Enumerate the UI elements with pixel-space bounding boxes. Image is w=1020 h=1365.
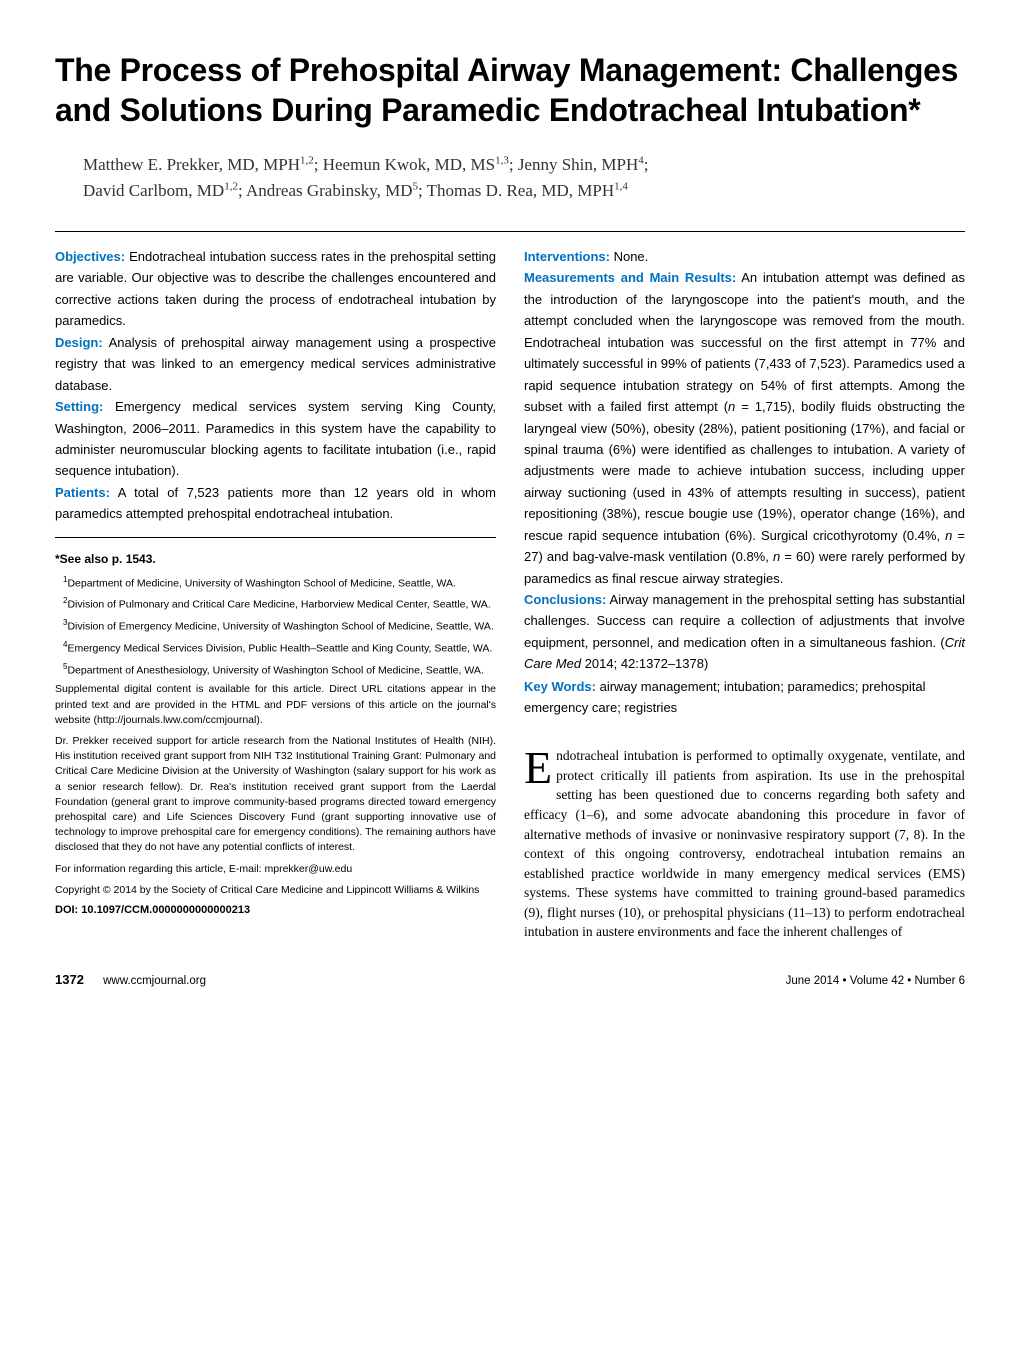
divider-top	[55, 231, 965, 232]
design-heading: Design:	[55, 335, 103, 350]
authors-line-2: David Carlbom, MD1,2; Andreas Grabinsky,…	[83, 181, 628, 200]
right-column: Interventions: None. Measurements and Ma…	[524, 246, 965, 942]
abstract-right: Interventions: None. Measurements and Ma…	[524, 246, 965, 675]
conclusions-heading: Conclusions:	[524, 592, 606, 607]
copyright-note: Copyright © 2014 by the Society of Criti…	[55, 883, 496, 898]
patients-text: A total of 7,523 patients more than 12 y…	[55, 485, 496, 521]
doi: DOI: 10.1097/CCM.0000000000000213	[55, 904, 496, 916]
setting-heading: Setting:	[55, 399, 103, 414]
abstract-left: Objectives: Endotracheal intubation succ…	[55, 246, 496, 525]
objectives-heading: Objectives:	[55, 249, 125, 264]
body-paragraph: Endotracheal intubation is performed to …	[524, 746, 965, 942]
author-block: Matthew E. Prekker, MD, MPH1,2; Heemun K…	[83, 152, 965, 203]
measurements-heading: Measurements and Main Results:	[524, 270, 736, 285]
affiliations: 1Department of Medicine, University of W…	[55, 574, 496, 679]
article-title: The Process of Prehospital Airway Manage…	[55, 50, 965, 130]
dropcap: E	[524, 746, 556, 787]
journal-url: www.ccmjournal.org	[103, 975, 206, 987]
authors-line-1: Matthew E. Prekker, MD, MPH1,2; Heemun K…	[83, 155, 649, 174]
left-column: Objectives: Endotracheal intubation succ…	[55, 246, 496, 942]
body-text-content: ndotracheal intubation is performed to o…	[524, 748, 965, 939]
contact-note: For information regarding this article, …	[55, 862, 496, 877]
see-also: *See also p. 1543.	[55, 552, 496, 566]
keywords-heading: Key Words:	[524, 679, 596, 694]
page-number: 1372	[55, 972, 84, 987]
affiliation-5: 5Department of Anesthesiology, Universit…	[63, 661, 496, 679]
funding-note: Dr. Prekker received support for article…	[55, 734, 496, 856]
design-text: Analysis of prehospital airway managemen…	[55, 335, 496, 393]
interventions-text: None.	[610, 249, 648, 264]
patients-heading: Patients:	[55, 485, 110, 500]
affiliation-1: 1Department of Medicine, University of W…	[63, 574, 496, 592]
interventions-heading: Interventions:	[524, 249, 610, 264]
keywords: Key Words: airway management; intubation…	[524, 677, 965, 719]
divider-left	[55, 537, 496, 538]
page-footer: 1372 www.ccmjournal.org June 2014 • Volu…	[55, 972, 965, 987]
supplemental-note: Supplemental digital content is availabl…	[55, 682, 496, 728]
measurements-text: An intubation attempt was defined as the…	[524, 270, 965, 585]
affiliation-4: 4Emergency Medical Services Division, Pu…	[63, 639, 496, 657]
setting-text: Emergency medical services system servin…	[55, 399, 496, 478]
affiliation-3: 3Division of Emergency Medicine, Univers…	[63, 617, 496, 635]
affiliation-2: 2Division of Pulmonary and Critical Care…	[63, 595, 496, 613]
issue-info: June 2014 • Volume 42 • Number 6	[786, 975, 965, 987]
